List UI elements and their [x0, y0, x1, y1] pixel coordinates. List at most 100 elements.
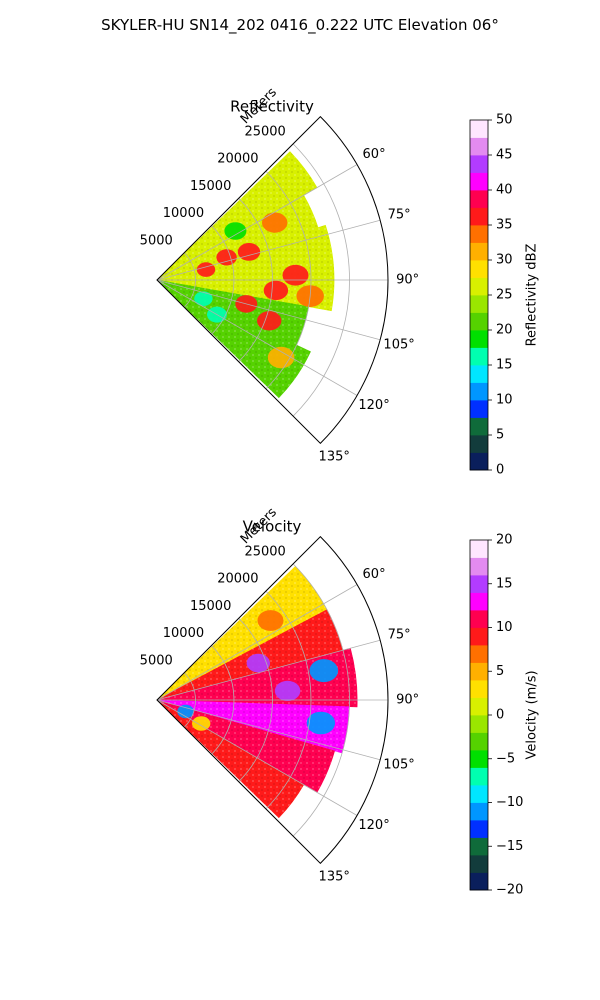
data-cell — [194, 291, 213, 307]
azimuth-tick-label: 60° — [363, 147, 386, 162]
panel-velocity: 60° 75° 90° 105° 120° 135° 5000 10000 15000 20000… — [140, 505, 540, 898]
colorbar-tick-label: −5 — [496, 751, 515, 766]
colorbar-tick-label: 10 — [496, 393, 513, 408]
colorbar-swatch — [470, 837, 488, 856]
azimuth-tick-label: 135° — [319, 870, 350, 885]
colorbar-tick-label: 35 — [496, 218, 513, 233]
colorbar-tick-label: 45 — [496, 148, 513, 163]
grid-ring — [292, 143, 350, 417]
colorbar-label: Reflectivity dBZ — [525, 244, 540, 347]
colorbar-tick-label: 50 — [496, 113, 513, 128]
colorbar-swatch — [470, 295, 488, 313]
grid-ring — [292, 563, 350, 837]
grid-ring — [211, 645, 235, 755]
radial-tick-label: 20000 — [217, 572, 258, 587]
colorbar-swatch — [470, 592, 488, 611]
colorbar-swatch — [470, 155, 488, 173]
echo-texture — [157, 280, 311, 398]
grid-ring — [183, 252, 196, 308]
colorbar-swatch — [470, 872, 488, 891]
colorbar-swatch — [470, 732, 488, 751]
panel-title: Reflectivity — [230, 98, 314, 116]
colorbar-label: Velocity (m/s) — [525, 670, 540, 759]
grid-ring — [211, 225, 235, 335]
colorbar-swatch — [470, 207, 488, 226]
colorbar-swatch — [470, 627, 488, 646]
colorbar-swatch — [470, 417, 488, 436]
echo-texture — [157, 648, 358, 707]
colorbar-tick-label: 10 — [496, 620, 513, 635]
panel-title: Velocity — [243, 518, 302, 536]
colorbar-swatch — [470, 172, 488, 191]
colorbar-tick-label: 0 — [496, 463, 504, 478]
colorbar-swatch — [470, 190, 488, 208]
colorbar-swatch — [470, 452, 488, 471]
data-cell — [267, 346, 295, 369]
radial-tick-label: 10000 — [163, 206, 204, 221]
azimuth-tick-label: 75° — [388, 628, 411, 643]
colorbar-swatch — [470, 137, 488, 156]
colorbar-tick-label: 40 — [496, 183, 513, 198]
data-cell — [306, 711, 336, 735]
data-cell — [257, 610, 284, 631]
grid-ring — [265, 590, 312, 810]
colorbar-swatch — [470, 802, 488, 821]
colorbar-swatch — [470, 347, 488, 366]
azimuth-tick-label: 135° — [319, 450, 350, 465]
plot-frame — [156, 115, 389, 445]
colorbar-swatch — [470, 435, 488, 453]
azimuth-tick-label: 120° — [358, 818, 389, 833]
radial-tick-label: 25000 — [244, 124, 285, 139]
colorbar-tick-label: −20 — [496, 883, 523, 898]
colorbar-swatch — [470, 610, 488, 628]
azimuth-tick-label: 105° — [383, 337, 414, 352]
data-cell — [192, 716, 211, 731]
colorbar-tick-label: 30 — [496, 253, 513, 268]
colorbar-tick-label: 20 — [496, 323, 513, 338]
data-cell — [257, 311, 282, 331]
colorbar-tick-label: 15 — [496, 576, 513, 591]
radial-tick-label: 5000 — [140, 653, 173, 668]
data-cell — [262, 212, 288, 233]
echo-texture — [157, 566, 327, 700]
colorbar-tick-label: 5 — [496, 428, 504, 443]
colorbar-swatch — [470, 365, 488, 383]
radial-tick-label: 10000 — [163, 626, 204, 641]
colorbar-tick-label: −15 — [496, 839, 523, 854]
colorbar-tick-label: 20 — [496, 533, 513, 548]
grid-ring — [238, 198, 273, 362]
colorbar-swatch — [470, 120, 488, 138]
data-cell — [274, 680, 301, 702]
data-cell — [309, 659, 339, 683]
colorbar-swatch — [470, 715, 488, 733]
colorbar-swatch — [470, 330, 488, 348]
colorbar-swatch — [470, 645, 488, 663]
azimuth-tick-label: 120° — [358, 398, 389, 413]
plot-frame — [156, 535, 389, 865]
data-cell — [282, 264, 309, 286]
colorbar-tick-label: 5 — [496, 664, 504, 679]
data-cell — [224, 222, 247, 240]
azimuth-tick-label: 105° — [383, 757, 414, 772]
colorbar-swatch — [470, 540, 488, 558]
colorbar-swatch — [470, 697, 488, 716]
radial-tick-label: 15000 — [190, 179, 231, 194]
radial-tick-label: 20000 — [217, 152, 258, 167]
colorbar-swatch — [470, 575, 488, 593]
radial-tick-label: 15000 — [190, 599, 231, 614]
colorbar-swatch — [470, 242, 488, 261]
azimuth-tick-label: 90° — [396, 693, 419, 708]
colorbar-swatch — [470, 820, 488, 838]
azimuth-tick-label: 75° — [388, 208, 411, 223]
colorbar-swatch — [470, 312, 488, 331]
colorbar-swatch — [470, 260, 488, 278]
radial-tick-label: 25000 — [244, 544, 285, 559]
data-cell — [177, 704, 194, 719]
grid-ring — [183, 672, 196, 728]
data-cell — [237, 243, 261, 261]
colorbar-tick-label: 15 — [496, 358, 513, 373]
colorbar-swatch — [470, 750, 488, 768]
radial-tick-label: 5000 — [140, 233, 173, 248]
echo-texture — [157, 609, 343, 700]
